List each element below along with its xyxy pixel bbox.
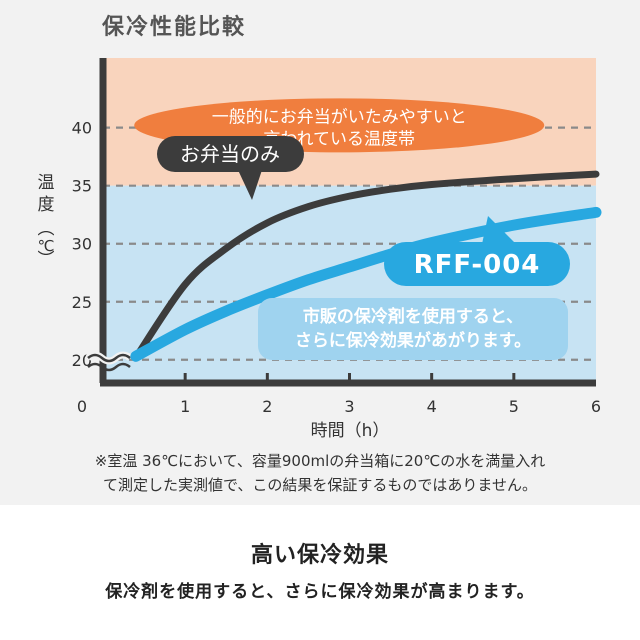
footnote-line-1: ※室温 36℃において、容量900mlの弁当箱に20℃の水を満量入れ — [95, 452, 545, 470]
x-tick-label: 5 — [509, 397, 519, 416]
axis-break-line — [87, 362, 131, 372]
y-axis-label-char: ℃ — [38, 237, 55, 255]
feature-title: 高い保冷効果 — [250, 543, 389, 568]
y-axis-label: 温 度 ︵ ℃ ︶ — [38, 173, 55, 270]
chart-title: 保冷性能比較 — [101, 14, 246, 40]
y-tick-label: 30 — [72, 235, 92, 254]
callout-note-text: 市販の保冷剤を使用すると、 — [303, 306, 523, 327]
series-label-tail-rff-004 — [482, 216, 516, 244]
feature-description: 保冷剤を使用すると、さらに保冷効果が高まります。 — [105, 582, 535, 602]
x-tick-label: 2 — [262, 397, 272, 416]
series-line-bento-only — [132, 170, 600, 361]
x-tick-label: 1 — [180, 397, 190, 416]
y-axis-label-char: 温 — [38, 173, 55, 193]
band-note-text: 一般的にお弁当がいたみやすいと — [212, 107, 467, 127]
x-tick-label: 6 — [591, 397, 601, 416]
footnote-line-2: て測定した実測値で、この結果を保証するものではありません。 — [103, 476, 537, 494]
x-axis-label: 時間（h） — [311, 421, 390, 441]
y-axis-label-char: ︶ — [38, 250, 55, 270]
band-note-text: 言われている温度帯 — [263, 129, 415, 149]
series-label-tail-bento-only — [238, 170, 262, 200]
series-label-rff-004: RFF-004 — [414, 250, 541, 280]
series-label-bubble-bento-only — [157, 136, 304, 172]
y-tick-label: 25 — [72, 293, 92, 312]
y-tick-label: 40 — [72, 119, 92, 138]
chart-panel: 保冷性能比較 20 25 30 35 40 0 1 2 3 4 5 6 一般的にお弁当がいたみやすいと言… — [0, 0, 640, 505]
callout-note-box — [258, 298, 568, 360]
x-tick-label: 0 — [77, 397, 87, 416]
x-tick-label: 3 — [344, 397, 354, 416]
series-label-bubble-rff-004 — [384, 242, 570, 286]
y-axis-label-char: ︵ — [38, 219, 55, 239]
callout-note-text: さらに保冷効果があがります。 — [295, 330, 531, 351]
y-tick-label: 35 — [72, 177, 92, 196]
y-axis-label-char: 度 — [38, 195, 55, 215]
axis-break-line — [87, 353, 131, 363]
x-tick-label: 4 — [427, 397, 437, 416]
series-label-bento-only: お弁当のみ — [180, 142, 280, 166]
